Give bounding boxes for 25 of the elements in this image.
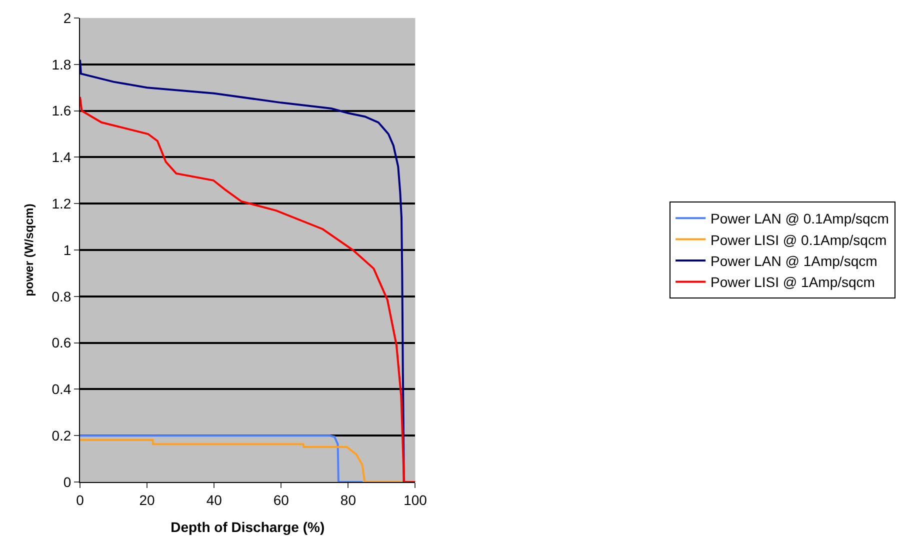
y-tick-label: 0.8 <box>52 288 72 304</box>
y-tick-label: 0 <box>63 474 72 490</box>
y-axis-title: power (W/sqcm) <box>22 204 36 296</box>
x-tick-label: 60 <box>273 492 290 508</box>
x-tick-label: 40 <box>206 492 222 508</box>
y-tick-label: 0.2 <box>52 428 72 444</box>
y-tick-label: 1.4 <box>52 149 72 166</box>
x-tick-label: 0 <box>76 492 84 508</box>
x-axis-title: Depth of Discharge (%) <box>170 519 325 536</box>
y-tick-label: 1.8 <box>52 56 72 72</box>
line-series <box>80 434 364 482</box>
x-tick-label: 80 <box>340 492 356 508</box>
legend-label: Power LAN @ 1Amp/sqcm <box>710 252 878 269</box>
legend-label: Power LISI @ 1Amp/sqcm <box>710 274 875 290</box>
y-tick-label: 1 <box>63 242 72 258</box>
y-tick-label: 0.6 <box>52 334 72 351</box>
legend-label: Power LISI @ 0.1Amp/sqcm <box>710 232 887 248</box>
y-tick-label: 1.6 <box>52 102 72 119</box>
y-tick-label: 0.4 <box>52 381 72 398</box>
x-tick-label: 20 <box>139 492 156 508</box>
y-tick-label: 1.2 <box>52 196 72 212</box>
line-series <box>80 439 405 482</box>
y-tick-label: 2 <box>63 10 72 26</box>
legend-label: Power LAN @ 0.1Amp/sqcm <box>710 210 889 227</box>
x-tick-label: 100 <box>404 492 428 508</box>
